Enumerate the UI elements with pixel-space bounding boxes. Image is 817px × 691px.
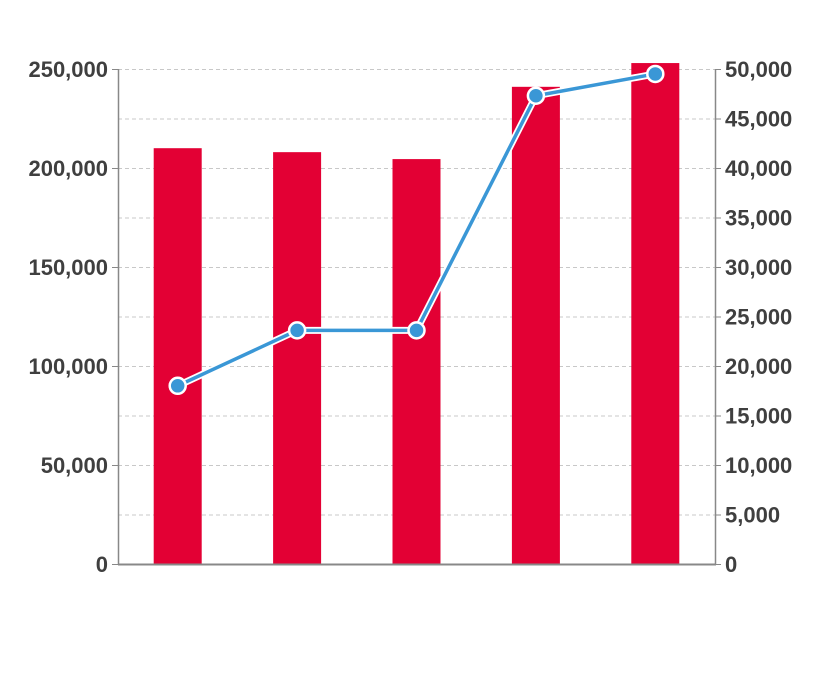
- right-tick-label: 25,000: [725, 305, 792, 330]
- right-tick-label: 15,000: [725, 404, 792, 429]
- left-tick-label: 150,000: [28, 255, 108, 280]
- right-tick-label: 35,000: [725, 206, 792, 231]
- right-tick-label: 50,000: [725, 57, 792, 82]
- right-tick-label: 45,000: [725, 107, 792, 132]
- right-tick-label: 0: [725, 552, 737, 577]
- line-points: [168, 64, 665, 396]
- bar-series: [153, 63, 680, 565]
- left-tick-label: 50,000: [41, 453, 108, 478]
- bar: [153, 148, 202, 564]
- left-tick-label: 250,000: [28, 57, 108, 82]
- left-axis-ticks: 0 50,000 100,000 150,000 200,000 250,000: [28, 57, 118, 577]
- left-tick-label: 200,000: [28, 156, 108, 181]
- bar: [392, 159, 441, 564]
- bar: [511, 86, 560, 564]
- right-axis-ticks: 0 5,000 10,000 15,000 20,000 25,000 30,000 35,0…: [715, 57, 792, 577]
- line-point: [168, 376, 187, 396]
- left-tick-label: 0: [96, 552, 108, 577]
- right-tick-label: 30,000: [725, 255, 792, 280]
- right-tick-label: 40,000: [725, 156, 792, 181]
- line-point: [287, 321, 307, 340]
- line-point: [407, 321, 426, 340]
- line-point: [646, 64, 665, 84]
- right-tick-label: 5,000: [725, 503, 780, 528]
- left-tick-label: 100,000: [28, 354, 108, 379]
- right-tick-label: 10,000: [725, 453, 792, 478]
- line-point: [526, 86, 546, 105]
- right-tick-label: 20,000: [725, 354, 792, 379]
- bar: [631, 63, 680, 565]
- bar: [273, 152, 322, 564]
